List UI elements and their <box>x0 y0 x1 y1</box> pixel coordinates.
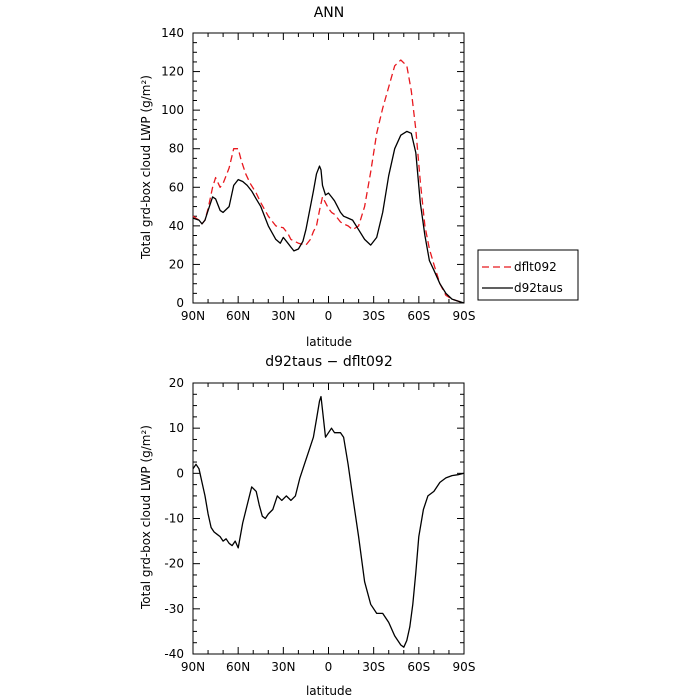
chart-top-xlabel: latitude <box>306 335 352 349</box>
chart-top-series-dflt092 <box>192 59 465 304</box>
legend-box <box>477 249 579 301</box>
chart-top-xtick-label: 60S <box>407 309 430 323</box>
chart-top-ytick-label: 0 <box>176 296 184 310</box>
chart-bottom-plot: -40 -30 -20 -10 0 10 20 90N 60N 30N 0 30S 60S 90S <box>164 376 475 674</box>
chart-top-ytick-label: 140 <box>161 26 184 40</box>
chart-bottom-xlabel: latitude <box>306 684 352 698</box>
chart-top-xtick-label: 30N <box>271 309 295 323</box>
chart-top-ytick-label: 20 <box>169 257 184 271</box>
chart-bottom-ytick-label: -30 <box>164 602 184 616</box>
chart-bottom-xtick-label: 30N <box>271 660 295 674</box>
chart-top-ytick-label: 120 <box>161 65 184 79</box>
chart-top-plot: 0 20 40 60 80 100 120 140 90N 60N 30N 0 30S 60S 90S <box>161 26 475 323</box>
chart-bottom-xtick-label: 90N <box>181 660 205 674</box>
chart-bottom-ylabel: Total grd-box cloud LWP (g/m²) <box>139 425 153 610</box>
chart-bottom-ytick-label: 20 <box>169 376 184 390</box>
chart-top-frame <box>192 32 465 304</box>
chart-bottom-xtick-label: 60S <box>407 660 430 674</box>
chart-bottom-ytick-label: 10 <box>169 421 184 435</box>
chart-top-ytick-label: 40 <box>169 219 184 233</box>
chart-top-legend: dflt092 d92taus <box>477 249 579 301</box>
chart-top-title: ANN <box>314 5 345 21</box>
chart-top-ytick-label: 60 <box>169 180 184 194</box>
chart-bottom-ytick-label: -40 <box>164 647 184 661</box>
chart-bottom-ytick-label: -20 <box>164 557 184 571</box>
chart-top-xtick-label: 0 <box>325 309 333 323</box>
chart-bottom-xtick-label: 0 <box>325 660 333 674</box>
chart-top-xtick-label: 60N <box>226 309 250 323</box>
chart-bottom-ytick-label: -10 <box>164 512 184 526</box>
chart-bottom-frame <box>192 382 465 655</box>
chart-top-xtick-label: 90S <box>453 309 476 323</box>
chart-bottom-ytick-label: 0 <box>176 466 184 480</box>
chart-bottom-series-difference <box>192 395 465 648</box>
chart-bottom-xtick-label: 60N <box>226 660 250 674</box>
chart-top: ANN Total grd-box cloud LWP (g/m²) 0 20 40… <box>139 5 579 349</box>
chart-bottom-xtick-label: 30S <box>362 660 385 674</box>
legend-label-d92taus: d92taus <box>514 281 563 295</box>
chart-bottom-title: d92taus − dflt092 <box>265 354 392 370</box>
chart-top-ytick-label: 100 <box>161 103 184 117</box>
chart-bottom-xtick-label: 90S <box>453 660 476 674</box>
chart-top-ylabel: Total grd-box cloud LWP (g/m²) <box>139 75 153 260</box>
legend-label-dflt092: dflt092 <box>514 260 557 274</box>
chart-top-xtick-label: 90N <box>181 309 205 323</box>
chart-top-series-d92taus <box>192 130 465 304</box>
chart-top-ytick-label: 80 <box>169 142 184 156</box>
chart-bottom: d92taus − dflt092 Total grd-box cloud LW… <box>139 354 475 698</box>
chart-top-xtick-label: 30S <box>362 309 385 323</box>
